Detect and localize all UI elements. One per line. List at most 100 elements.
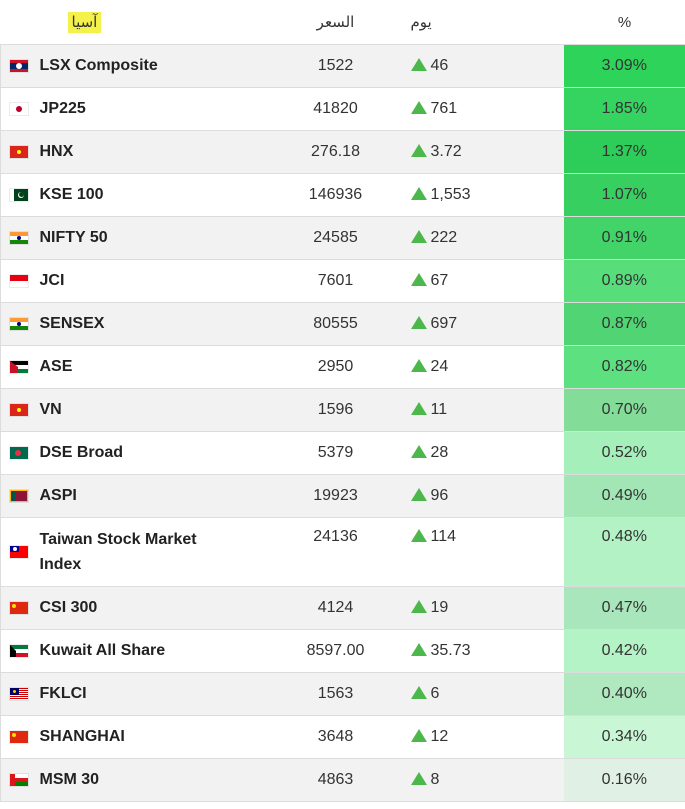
table-row[interactable]: Kuwait All Share 8597.00 35.73 0.42% — [0, 629, 685, 673]
header-flag — [0, 0, 38, 45]
india-flag-icon — [0, 302, 38, 346]
table-body: LSX Composite 1522 46 3.09% JP225 41820 761 1.8… — [0, 44, 685, 802]
price-value: 1563 — [270, 672, 401, 716]
header-region[interactable]: آسيا — [37, 0, 271, 45]
table-row[interactable]: LSX Composite 1522 46 3.09% — [0, 44, 685, 88]
day-change-value: 6 — [430, 685, 440, 702]
table-row[interactable]: DSE Broad 5379 28 0.52% — [0, 431, 685, 475]
day-change-value: 11 — [430, 401, 448, 418]
day-change: 1,553 — [400, 173, 564, 217]
header-percent[interactable]: % — [563, 0, 685, 45]
price-value: 276.18 — [270, 130, 401, 174]
index-name[interactable]: MSM 30 — [37, 758, 271, 802]
price-value: 2950 — [270, 345, 401, 389]
index-name[interactable]: FKLCI — [37, 672, 271, 716]
up-arrow-icon — [410, 445, 427, 458]
up-arrow-icon — [410, 273, 427, 286]
vietnam-flag-icon — [0, 388, 38, 432]
day-change: 761 — [400, 87, 564, 131]
percent-change: 0.42% — [563, 629, 685, 673]
index-name[interactable]: JCI — [37, 259, 271, 303]
day-change-value: 222 — [430, 229, 458, 246]
table-header-row: آسيا السعر يوم % — [0, 0, 685, 45]
china-flag-icon — [0, 715, 38, 759]
percent-change: 1.07% — [563, 173, 685, 217]
indonesia-flag-icon — [0, 259, 38, 303]
day-change-value: 46 — [430, 57, 449, 74]
index-name[interactable]: ASPI — [37, 474, 271, 518]
index-name[interactable]: HNX — [37, 130, 271, 174]
price-value: 19923 — [270, 474, 401, 518]
percent-change: 0.48% — [563, 517, 685, 587]
jordan-flag-icon — [0, 345, 38, 389]
india-flag-icon — [0, 216, 38, 260]
header-price[interactable]: السعر — [270, 0, 401, 45]
day-change: 12 — [400, 715, 564, 759]
index-name[interactable]: ASE — [37, 345, 271, 389]
table-row[interactable]: ASE 2950 24 0.82% — [0, 345, 685, 389]
table-row[interactable]: SENSEX 80555 697 0.87% — [0, 302, 685, 346]
index-name[interactable]: LSX Composite — [37, 44, 271, 88]
day-change-value: 3.72 — [430, 143, 462, 160]
header-day[interactable]: يوم — [400, 0, 564, 45]
taiwan-flag-icon — [0, 517, 38, 587]
region-label[interactable]: آسيا — [67, 12, 102, 33]
price-value: 24585 — [270, 216, 401, 260]
day-change-value: 24 — [430, 358, 449, 375]
table-row[interactable]: MSM 30 4863 8 0.16% — [0, 758, 685, 802]
price-value: 7601 — [270, 259, 401, 303]
table-row[interactable]: VN 1596 11 0.70% — [0, 388, 685, 432]
table-row[interactable]: NIFTY 50 24585 222 0.91% — [0, 216, 685, 260]
price-value: 4124 — [270, 586, 401, 630]
table-row[interactable]: JP225 41820 761 1.85% — [0, 87, 685, 131]
index-name[interactable]: JP225 — [37, 87, 271, 131]
table-row[interactable]: HNX 276.18 3.72 1.37% — [0, 130, 685, 174]
srilanka-flag-icon — [0, 474, 38, 518]
day-change-value: 8 — [430, 771, 440, 788]
table-row[interactable]: CSI 300 4124 19 0.47% — [0, 586, 685, 630]
day-change-value: 1,553 — [430, 186, 471, 203]
day-change: 697 — [400, 302, 564, 346]
day-change-value: 96 — [430, 487, 449, 504]
day-change-value: 12 — [430, 728, 449, 745]
japan-flag-icon — [0, 87, 38, 131]
percent-change: 0.40% — [563, 672, 685, 716]
table-row[interactable]: JCI 7601 67 0.89% — [0, 259, 685, 303]
percent-change: 0.91% — [563, 216, 685, 260]
day-change-value: 697 — [430, 315, 458, 332]
percent-change: 1.37% — [563, 130, 685, 174]
day-change: 46 — [400, 44, 564, 88]
index-name[interactable]: CSI 300 — [37, 586, 271, 630]
up-arrow-icon — [410, 402, 427, 415]
table-row[interactable]: SHANGHAI 3648 12 0.34% — [0, 715, 685, 759]
percent-change: 0.52% — [563, 431, 685, 475]
pakistan-flag-icon — [0, 173, 38, 217]
index-name-line2: Index — [39, 556, 82, 573]
price-value: 1522 — [270, 44, 401, 88]
price-value: 146936 — [270, 173, 401, 217]
percent-change: 0.49% — [563, 474, 685, 518]
table-row[interactable]: ASPI 19923 96 0.49% — [0, 474, 685, 518]
index-name[interactable]: KSE 100 — [37, 173, 271, 217]
index-name[interactable]: NIFTY 50 — [37, 216, 271, 260]
price-value: 8597.00 — [270, 629, 401, 673]
table-row[interactable]: FKLCI 1563 6 0.40% — [0, 672, 685, 716]
price-value: 1596 — [270, 388, 401, 432]
table-row[interactable]: Taiwan Stock Market Index 24136 114 0.48% — [0, 517, 685, 587]
index-name[interactable]: Kuwait All Share — [37, 629, 271, 673]
percent-change: 0.87% — [563, 302, 685, 346]
up-arrow-icon — [410, 772, 427, 785]
vietnam-flag-icon — [0, 130, 38, 174]
day-change: 222 — [400, 216, 564, 260]
day-change: 96 — [400, 474, 564, 518]
up-arrow-icon — [410, 359, 427, 372]
index-name[interactable]: Taiwan Stock Market Index — [37, 517, 271, 587]
price-value: 3648 — [270, 715, 401, 759]
index-name[interactable]: SENSEX — [37, 302, 271, 346]
day-change: 114 — [400, 517, 564, 587]
table-row[interactable]: KSE 100 146936 1,553 1.07% — [0, 173, 685, 217]
index-name[interactable]: VN — [37, 388, 271, 432]
index-name[interactable]: SHANGHAI — [37, 715, 271, 759]
index-name[interactable]: DSE Broad — [37, 431, 271, 475]
